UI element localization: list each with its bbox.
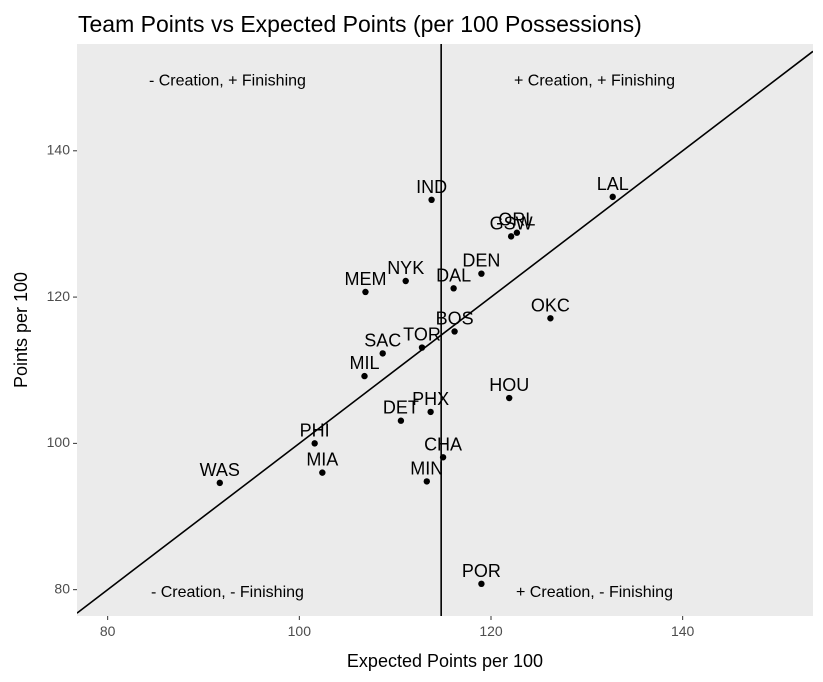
point-label-lal: LAL — [597, 174, 629, 194]
quadrant-label-3: - Creation, - Finishing — [151, 584, 304, 601]
point-label-min: MIN — [410, 458, 443, 478]
point-label-ind: IND — [416, 177, 447, 197]
data-point-phi — [311, 440, 318, 447]
y-tick-label-80: 80 — [54, 580, 70, 596]
data-point-tor — [418, 344, 426, 351]
quadrant-label-1: - Creation, + Finishing — [149, 73, 306, 90]
point-label-okc: OKC — [531, 295, 570, 315]
y-tick-label-100: 100 — [47, 434, 71, 450]
y-axis-title: Points per 100 — [11, 272, 31, 388]
point-label-por: POR — [462, 561, 501, 581]
data-point-phx — [427, 408, 434, 416]
axes: 80 100 120 140 80 100 120 140 — [47, 141, 695, 639]
x-tick-label-120: 120 — [479, 623, 503, 639]
data-point-min — [423, 478, 430, 485]
point-label-dal: DAL — [436, 265, 471, 285]
data-point-cha — [439, 454, 447, 461]
data-point-ind — [428, 196, 435, 204]
data-point-dal — [450, 285, 457, 292]
point-label-gsw: GSW — [490, 213, 533, 233]
plot-panel — [77, 44, 813, 616]
data-point-nyk — [402, 277, 409, 285]
data-point-sac — [379, 350, 386, 357]
point-label-nyk: NYK — [387, 258, 424, 278]
point-label-det: DET — [383, 398, 419, 418]
point-label-den: DEN — [462, 251, 500, 271]
data-point-den — [478, 270, 485, 277]
x-tick-label-140: 140 — [671, 623, 695, 639]
x-axis-title: Expected Points per 100 — [347, 651, 543, 671]
point-label-sac: SAC — [364, 330, 401, 350]
data-point-gsw — [507, 233, 515, 240]
point-label-phi: PHI — [300, 420, 330, 440]
point-label-phx: PHX — [412, 389, 449, 409]
y-tick-label-140: 140 — [47, 141, 71, 157]
point-label-tor: TOR — [403, 325, 441, 345]
quadrant-label-4: + Creation, - Finishing — [516, 584, 673, 601]
point-label-mia: MIA — [306, 450, 338, 470]
data-point-was — [216, 479, 223, 487]
data-point-mem — [362, 288, 369, 296]
point-label-bos: BOS — [436, 308, 474, 328]
data-point-det — [397, 417, 405, 424]
data-point-orl — [513, 229, 521, 236]
x-tick-label-100: 100 — [288, 623, 312, 639]
point-label-mem: MEM — [344, 269, 386, 289]
data-point-mia — [319, 469, 326, 476]
quadrant-label-2: + Creation, + Finishing — [514, 73, 675, 90]
data-point-mil — [361, 372, 368, 380]
data-point-okc — [547, 315, 554, 322]
y-tick-label-120: 120 — [47, 288, 71, 304]
point-label-mil: MIL — [349, 353, 379, 373]
diagonal-reference-line — [77, 50, 813, 614]
point-label-hou: HOU — [489, 375, 529, 395]
x-tick-label-80: 80 — [100, 623, 116, 639]
point-label-orl: ORL — [498, 210, 535, 230]
data-point-por — [478, 580, 485, 588]
point-label-cha: CHA — [424, 434, 462, 454]
data-point-lal — [609, 193, 616, 201]
point-label-was: WAS — [200, 460, 240, 480]
chart-title: Team Points vs Expected Points (per 100 … — [78, 11, 642, 37]
data-point-bos — [451, 328, 458, 335]
data-point-hou — [506, 394, 513, 402]
